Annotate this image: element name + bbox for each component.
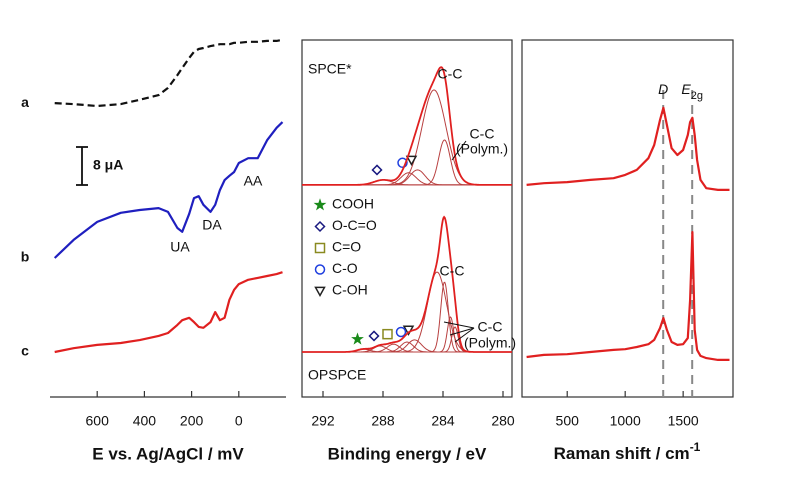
peak-label: (Polym.) <box>456 141 508 157</box>
x-tick-label: 1000 <box>610 413 641 429</box>
fit-envelope <box>302 66 512 186</box>
series-label: c <box>21 343 29 359</box>
marker-star <box>313 198 327 211</box>
marker-circle <box>314 264 326 275</box>
series-label: a <box>21 94 29 110</box>
peak-label: C-C <box>470 126 495 142</box>
leader-line <box>451 140 467 161</box>
x-axis-title-sup: -1 <box>690 440 701 454</box>
peak-annotation: AA <box>244 173 263 189</box>
x-tick-label: 400 <box>133 413 157 429</box>
marker-circle <box>397 157 408 169</box>
marker-square <box>382 328 393 340</box>
x-tick-label: 288 <box>371 413 395 429</box>
peak-label: C-C <box>438 66 463 82</box>
marker-diamond <box>371 164 383 176</box>
x-tick-label: 200 <box>180 413 204 429</box>
reference-label: D <box>658 81 668 97</box>
peak-annotation: DA <box>202 217 222 233</box>
series-label: b <box>21 249 30 265</box>
marker-diamond <box>314 220 326 233</box>
x-tick-label: 284 <box>431 413 455 429</box>
reference-label-main: D <box>658 81 668 97</box>
x-tick-label: 292 <box>311 413 335 429</box>
x-tick-label: 500 <box>556 413 580 429</box>
x-axis-title: E vs. Ag/AgCl / mV <box>92 444 244 463</box>
x-axis-title: Raman shift / cm-1 <box>554 440 701 463</box>
marker-triangle <box>405 155 418 166</box>
peak-label: C-C <box>440 263 465 279</box>
fit-envelope <box>302 215 512 353</box>
marker-circle <box>395 326 407 338</box>
reference-label-main: E <box>681 81 691 97</box>
series-line <box>53 121 284 259</box>
legend-label: C-OH <box>332 282 368 298</box>
series-line <box>526 231 730 361</box>
x-tick-label: 0 <box>235 413 243 429</box>
marker-star <box>351 332 364 345</box>
x-tick-label: 1500 <box>668 413 699 429</box>
scale-bar-label: 8 μA <box>93 157 123 173</box>
x-tick-label: 280 <box>491 413 515 429</box>
peak-label: C-C <box>478 319 503 335</box>
peak-label: (Polym.) <box>464 335 516 351</box>
marker-triangle <box>314 286 326 298</box>
leader-line <box>454 327 475 343</box>
plot-frame <box>521 39 734 398</box>
legend-label: C=O <box>332 239 361 255</box>
series-line <box>526 106 730 191</box>
x-tick-label: 600 <box>86 413 110 429</box>
peak-annotation: UA <box>170 239 190 255</box>
legend-label: O-C=O <box>332 217 377 233</box>
series-line <box>54 38 283 108</box>
leader-line <box>443 321 475 329</box>
reference-label-sub: 2g <box>691 90 703 102</box>
series-line <box>54 271 283 354</box>
spectrum-name: OPSPCE <box>308 367 366 383</box>
legend-label: COOH <box>332 196 374 212</box>
x-axis-title: Binding energy / eV <box>328 444 487 463</box>
leader-line <box>449 327 475 336</box>
spectrum-name: SPCE* <box>308 61 352 77</box>
reference-label: E2g <box>681 81 703 102</box>
legend-label: C-O <box>332 260 358 276</box>
plot-frame <box>301 39 513 398</box>
marker-diamond <box>368 330 380 342</box>
marker-square <box>314 242 326 254</box>
x-axis-title-main: Raman shift / cm <box>554 444 690 463</box>
